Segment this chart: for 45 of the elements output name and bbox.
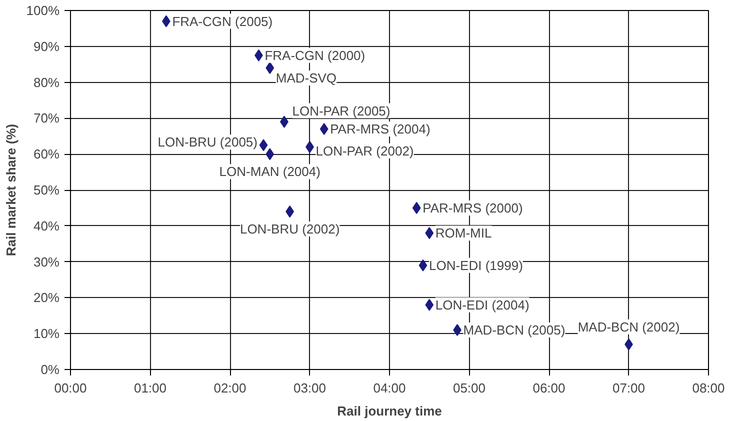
point: [412, 202, 421, 214]
annotation: PAR-MRS (2004): [330, 121, 430, 136]
x-tick-label: 02:00: [214, 380, 246, 396]
annotation: MAD-BCN (2002): [578, 319, 680, 334]
point: [320, 122, 328, 135]
point: [259, 139, 268, 152]
point: [266, 62, 274, 74]
y-tick-label: 100%: [26, 3, 60, 18]
x-tick-label: 06:00: [532, 380, 566, 396]
x-tick-label: 07:00: [612, 380, 646, 396]
y-tick-label: 60%: [33, 146, 60, 162]
y-tick-label: 30%: [33, 254, 60, 270]
annotation: FRA-CGN (2005): [172, 14, 273, 29]
annotation: LON-PAR (2002): [316, 143, 414, 158]
point: [425, 227, 434, 240]
annotation: LON-PAR (2005): [292, 103, 390, 118]
annotation: LON-BRU (2002): [240, 222, 340, 237]
annotation: MAD-BCN (2005): [463, 322, 566, 338]
x-tick-label: 05:00: [452, 380, 486, 396]
x-tick-label: 08:00: [692, 380, 725, 396]
x-tick-label: 00:00: [54, 380, 87, 396]
annotation: PAR-MRS (2000): [422, 200, 523, 216]
annotation: ROM-MIL: [435, 226, 492, 241]
y-axis-title: Rail market share (%): [3, 124, 18, 256]
annotation: LON-MAN (2004): [219, 164, 320, 180]
y-tick-label: 0%: [40, 362, 60, 377]
point: [418, 259, 428, 272]
annotation: LON-EDI (2004): [435, 297, 530, 312]
y-tick-label: 80%: [33, 74, 60, 90]
y-tick-label: 50%: [33, 182, 60, 198]
point: [425, 298, 434, 311]
y-tick-label: 70%: [33, 110, 60, 126]
annotation: LON-BRU (2005): [158, 134, 258, 150]
x-tick-label: 04:00: [373, 380, 406, 396]
y-tick-label: 90%: [33, 38, 60, 54]
x-axis-title: Rail journey time: [337, 404, 442, 418]
y-tick-label: 40%: [33, 218, 60, 234]
y-tick-label: 10%: [33, 326, 60, 342]
point: [266, 148, 274, 160]
annotation: FRA-CGN (2000): [264, 48, 366, 63]
y-tick-label: 20%: [33, 290, 60, 306]
annotation: LON-EDI (1999): [428, 258, 523, 273]
x-tick-label: 01:00: [134, 380, 167, 396]
x-tick-label: 03:00: [293, 380, 326, 396]
annotation: MAD-SVQ: [276, 70, 337, 86]
